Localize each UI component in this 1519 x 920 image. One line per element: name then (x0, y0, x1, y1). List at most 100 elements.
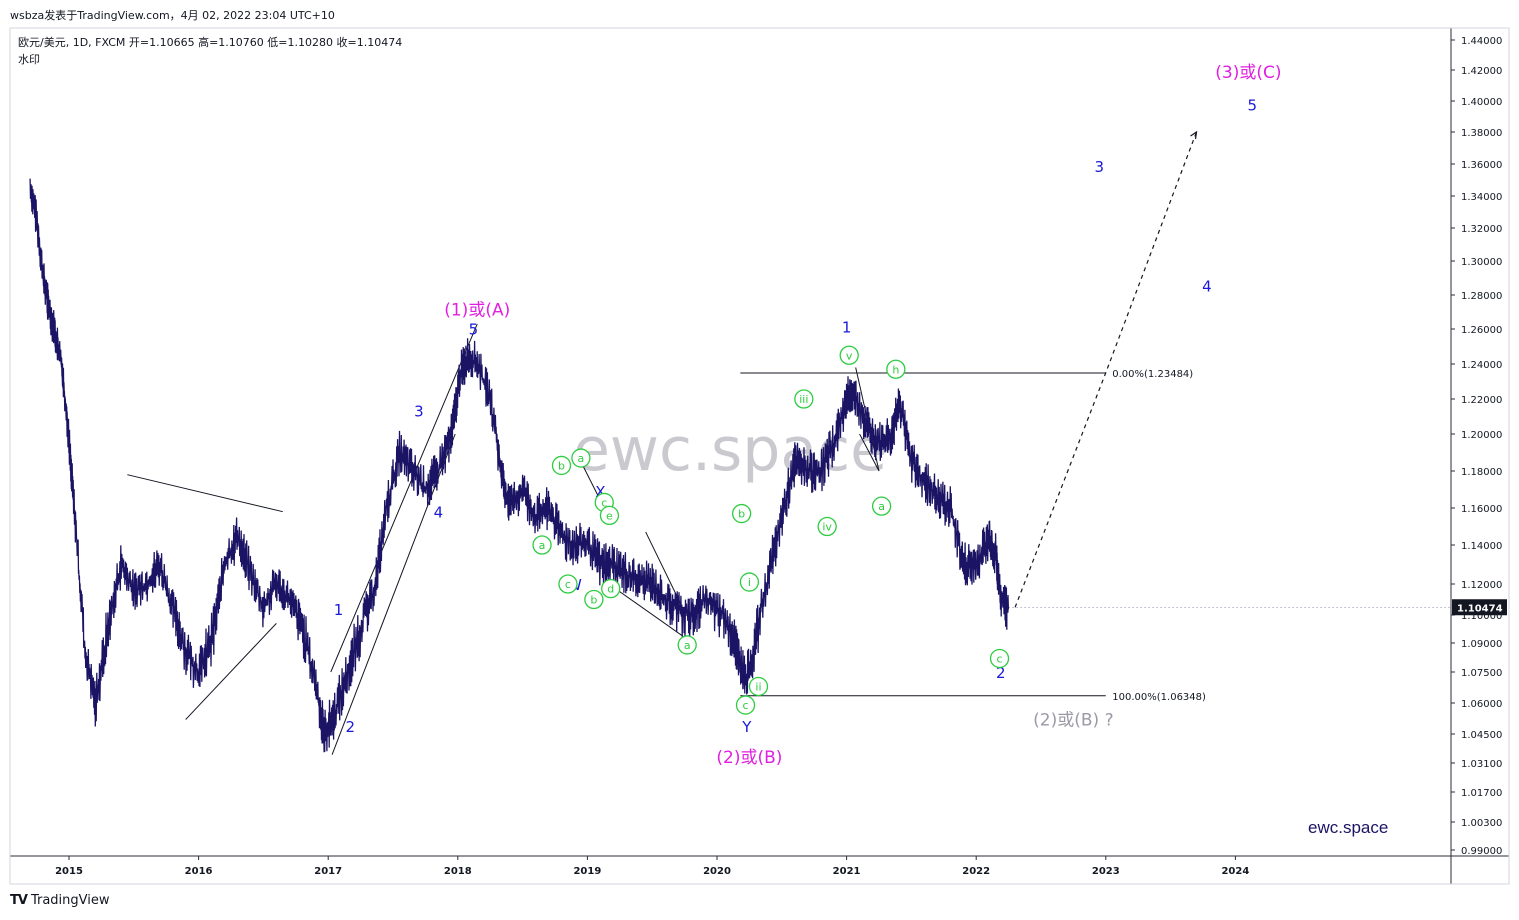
subwave-label: c (601, 496, 607, 509)
wave-label: 1 (334, 601, 344, 619)
y-tick-label: 1.09000 (1461, 639, 1502, 650)
subwave-circle (871, 496, 892, 516)
trend-line (613, 586, 685, 638)
wave-label: 1 (842, 319, 852, 337)
y-tick-label: 1.01700 (1461, 788, 1502, 799)
x-tick-label: 2023 (1092, 866, 1120, 877)
x-tick-label: 2015 (55, 866, 83, 877)
trend-drawings (127, 323, 880, 755)
y-tick-label: 1.12000 (1461, 580, 1502, 591)
last-price-badge-bg (1452, 599, 1507, 616)
subwave-circle (748, 676, 769, 697)
wave-labels: (1)或(A)(2)或(B)(3)或(C)(2)或(B) ?12345WXY12… (334, 63, 1282, 768)
y-tick-label: 1.24000 (1461, 360, 1502, 371)
y-tick-label: 1.14000 (1461, 541, 1502, 552)
y-tick-label: 1.06000 (1461, 699, 1502, 710)
subwave-label: c (742, 699, 748, 712)
y-tick-label: 1.00300 (1461, 818, 1502, 829)
subwave-circle (839, 345, 859, 365)
subwave-circle (731, 503, 752, 524)
subwave-circle (817, 516, 837, 537)
wave-label: (3)或(C) (1215, 63, 1281, 83)
trend-line (185, 623, 277, 720)
subwave-circle (584, 589, 604, 610)
wave-label: (2)或(B) (716, 748, 782, 768)
y-tick-label: 1.20000 (1461, 430, 1502, 441)
y-tick-label: 1.30000 (1461, 257, 1502, 268)
y-tick-label: 1.26000 (1461, 325, 1502, 336)
y-tick-label: 1.10000 (1461, 611, 1502, 622)
x-tick-label: 2019 (573, 866, 601, 877)
last-price-badge-text: 1.10474 (1457, 603, 1503, 614)
wave-label: 5 (469, 320, 479, 338)
y-tick-label: 1.28000 (1461, 291, 1502, 302)
subwave-circle (551, 455, 572, 476)
subwave-label: ii (755, 680, 761, 693)
subwave-circle (599, 505, 620, 526)
y-tick-label: 1.42000 (1461, 66, 1502, 77)
x-tick-label: 2016 (185, 866, 213, 877)
tradingview-logo-icon: TV (10, 893, 28, 908)
frame-border (9, 27, 1510, 885)
wave-label: 3 (414, 403, 424, 421)
subwave-label: b (590, 594, 597, 607)
y-tick-label: 1.44000 (1461, 36, 1502, 47)
x-tick-label: 2020 (703, 866, 731, 877)
y-tick-label: 1.07500 (1461, 668, 1502, 679)
symbol-legend[interactable]: 欧元/美元, 1D, FXCM 开=1.10665 高=1.10760 低=1.… (18, 36, 403, 49)
last-price-badge: 1.10474 (1008, 599, 1507, 616)
footer-brand[interactable]: TV TradingView (10, 893, 109, 908)
subwave-label: v (846, 349, 853, 362)
y-tick-label: 1.38000 (1461, 128, 1502, 139)
y-tick-label: 1.32000 (1461, 224, 1502, 235)
x-tick-label: 2022 (962, 866, 990, 877)
subwave-circle (558, 574, 578, 594)
fib-retracement: 0.00%(1.23484) 100.00%(1.06348) (740, 369, 1206, 703)
wave-label: 4 (1202, 278, 1212, 296)
y-tick-label: 1.16000 (1461, 504, 1502, 515)
eurusd-price-line (29, 178, 1010, 753)
y-tick-label: 1.34000 (1461, 192, 1502, 203)
fib-level-label: 100.00%(1.06348) (1112, 692, 1206, 703)
y-tick-label: 1.18000 (1461, 467, 1502, 478)
chart-borders (9, 27, 1510, 885)
subwave-label: e (606, 509, 613, 522)
subwave-circle (571, 448, 591, 468)
wave-label: 3 (1095, 158, 1105, 176)
trend-line (330, 323, 478, 673)
subwave-label: a (684, 639, 691, 652)
x-tick-label: 2018 (444, 866, 472, 877)
subwave-circle (677, 635, 697, 655)
time-axis: 2015 2016 2017 2018 2019 2020 2021 2022 2023 2024 (55, 856, 1249, 877)
subwave-label: iv (822, 521, 832, 534)
trend-line (127, 474, 283, 513)
subwave-circle (886, 359, 906, 379)
price-series (29, 130, 1198, 753)
watermark-legend[interactable]: 水印 (18, 53, 40, 66)
subwave-label: d (607, 583, 614, 596)
subwave-label: h (892, 363, 899, 376)
trend-line (859, 433, 880, 472)
subwave-circle (601, 579, 621, 599)
wave-label: 2 (996, 664, 1006, 682)
wave-label: 4 (434, 503, 444, 521)
projection-path (1014, 131, 1198, 608)
subwave-circle (794, 389, 814, 409)
subwave-label: a (878, 500, 885, 513)
subwave-circle (532, 535, 552, 555)
x-tick-label: 2017 (314, 866, 342, 877)
footer-brand-name: TradingView (30, 893, 110, 908)
y-tick-label: 1.22000 (1461, 395, 1502, 406)
projection-arrowhead (1190, 130, 1198, 140)
wave-label: 2 (345, 718, 355, 736)
y-tick-label: 1.36000 (1461, 160, 1502, 171)
y-tick-label: 1.40000 (1461, 97, 1502, 108)
wave-label: (1)或(A) (444, 300, 510, 320)
subwave-circle (989, 648, 1010, 669)
subwave-label: iii (799, 393, 808, 406)
subwave-circle (735, 695, 756, 715)
subwave-label: b (558, 459, 565, 472)
wave-label: X (595, 483, 605, 501)
